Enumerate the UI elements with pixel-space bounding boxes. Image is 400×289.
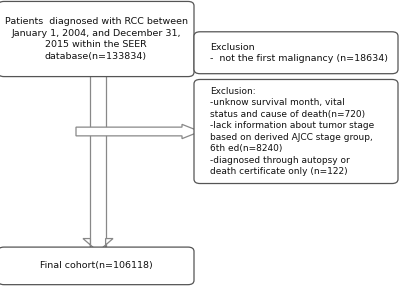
Text: Exclusion:
-unknow survival month, vital
status and cause of death(n=720)
-lack : Exclusion: -unknow survival month, vital… [210, 87, 374, 176]
Text: Exclusion
-  not the first malignancy (n=18634): Exclusion - not the first malignancy (n=… [210, 42, 388, 63]
Bar [90, 72, 106, 251]
FancyBboxPatch shape [0, 1, 194, 77]
FancyArrow shape [83, 238, 113, 251]
Text: Final cohort(n=106118): Final cohort(n=106118) [40, 261, 152, 271]
FancyBboxPatch shape [194, 32, 398, 74]
FancyBboxPatch shape [0, 247, 194, 285]
Polygon shape [76, 124, 200, 139]
Text: Patients  diagnosed with RCC between
January 1, 2004, and December 31,
2015 with: Patients diagnosed with RCC between Janu… [4, 17, 188, 61]
Polygon shape [76, 46, 200, 61]
FancyBboxPatch shape [194, 79, 398, 184]
